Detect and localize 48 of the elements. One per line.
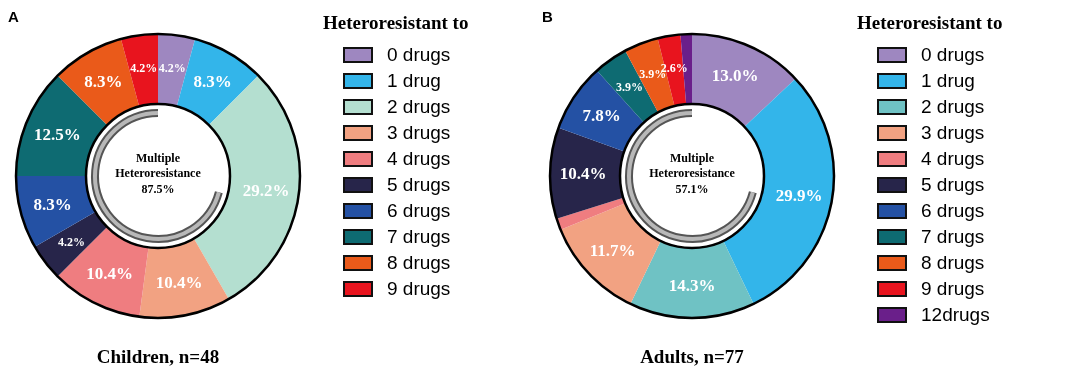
legend-label: 2 drugs [387,96,451,118]
data-label: 10.4% [559,164,607,184]
legend-label: 12drugs [921,304,990,326]
legend-label: 7 drugs [387,226,451,248]
data-label: 4.2% [57,235,85,250]
data-label: 13.0% [711,66,759,86]
data-label: 10.4% [155,273,203,293]
data-label: 12.5% [33,124,81,144]
data-label: 8.3% [193,72,232,92]
legend-label: 8 drugs [921,252,985,274]
data-label: 8.3% [84,72,123,92]
legend-label: 1 drug [921,70,975,92]
legend-title: Heteroresistant to [323,12,469,34]
legend-label: 3 drugs [387,122,451,144]
legend-label: 0 drugs [921,44,985,66]
data-label: 4.2% [158,60,186,75]
legend-label: 9 drugs [387,278,451,300]
text: 87.5% [141,182,175,196]
text: 57.1% [675,182,709,196]
text: Children, n=48 [95,346,221,368]
text: Multiple Heteroresistance [649,151,736,180]
legend-label: 1 drug [387,70,441,92]
data-label: 4.2% [130,60,158,75]
data-label: 7.8% [582,105,621,125]
legend-label: 8 drugs [387,252,451,274]
legend-label: 5 drugs [921,174,985,196]
data-label: 29.9% [775,186,823,206]
legend-label: 9 drugs [921,278,985,300]
data-label: 14.3% [668,275,716,295]
legend-label: 2 drugs [921,96,985,118]
text: Adults, n=77 [639,346,745,368]
legend-label: 6 drugs [387,200,451,222]
legend-label: 6 drugs [921,200,985,222]
legend-title: Heteroresistant to [857,12,1003,34]
legend-label: 0 drugs [387,44,451,66]
text: B [542,8,553,25]
data-label: 11.7% [589,241,636,261]
legend-label: 4 drugs [921,148,985,170]
text: A [8,8,19,25]
data-label: 3.9% [615,79,643,94]
legend-label: 7 drugs [921,226,985,248]
data-label: 10.4% [86,264,134,284]
legend-label: 5 drugs [387,174,451,196]
data-label: 29.2% [242,180,290,200]
legend-label: 3 drugs [921,122,985,144]
data-label: 8.3% [33,194,72,214]
legend-label: 4 drugs [387,148,451,170]
text: Multiple Heteroresistance [115,151,202,180]
